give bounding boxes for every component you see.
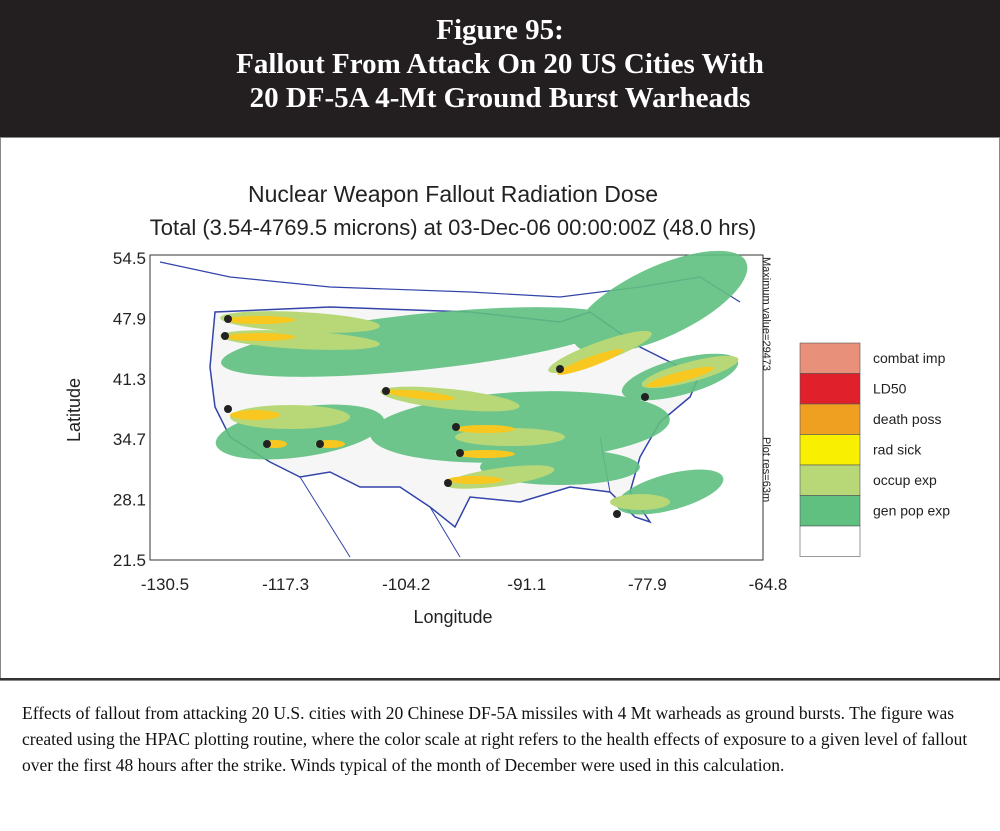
legend-swatch xyxy=(799,525,861,557)
header: Figure 95: Fallout From Attack On 20 US C… xyxy=(0,0,1000,137)
legend-label: gen pop exp xyxy=(873,503,950,519)
cities xyxy=(221,315,649,518)
legend-label: death poss xyxy=(873,411,942,427)
title-line: 20 DF-5A 4-Mt Ground Burst Warheads xyxy=(249,82,751,114)
legend-swatch xyxy=(799,464,861,496)
x-tick-label: -91.1 xyxy=(507,575,546,594)
y-tick-label: 28.1 xyxy=(113,491,146,510)
figure: Nuclear Weapon Fallout Radiation Dose To… xyxy=(0,137,1000,681)
x-axis-label: Longitude xyxy=(413,607,492,627)
y-axis-label: Latitude xyxy=(64,378,84,442)
legend: combat imp LD50 death poss rad sick occup ex… xyxy=(799,342,950,557)
plumes-inner xyxy=(225,316,714,484)
y-tick-label: 21.5 xyxy=(113,551,146,570)
side-note: Maximum value=29473 xyxy=(760,257,772,371)
title-line: Fallout From Attack On 20 US Cities With xyxy=(236,48,764,80)
figure-title: Nuclear Weapon Fallout Radiation Dose xyxy=(248,181,658,207)
ticks: 54.5 47.9 41.3 34.7 28.1 21.5 -130.5 -117.3 -104… xyxy=(113,249,787,594)
map xyxy=(149,250,764,561)
legend-label: LD50 xyxy=(873,381,907,397)
side-note: Plot res=63m xyxy=(760,437,772,502)
caption: Effects of fallout from attacking 20 U.S… xyxy=(22,703,968,775)
title-line: Figure 95: xyxy=(436,14,564,46)
legend-swatch xyxy=(799,403,861,435)
y-tick-label: 54.5 xyxy=(113,249,146,268)
legend-swatch xyxy=(799,373,861,405)
figure-subtitle: Total (3.54-4769.5 microns) at 03-Dec-06… xyxy=(150,215,757,240)
y-tick-label: 34.7 xyxy=(113,430,146,449)
x-tick-label: -117.3 xyxy=(262,575,309,594)
legend-swatch xyxy=(799,495,861,527)
y-tick-label: 41.3 xyxy=(113,370,146,389)
x-tick-label: -77.9 xyxy=(628,575,667,594)
legend-label: rad sick xyxy=(873,442,922,458)
legend-label: occup exp xyxy=(873,472,937,488)
x-tick-label: -64.8 xyxy=(749,575,788,594)
y-tick-label: 47.9 xyxy=(113,309,146,328)
legend-swatch xyxy=(799,434,861,466)
x-tick-label: -130.5 xyxy=(141,575,189,594)
x-tick-label: -104.2 xyxy=(382,575,430,594)
legend-label: combat imp xyxy=(873,350,946,366)
legend-swatch xyxy=(799,342,861,374)
